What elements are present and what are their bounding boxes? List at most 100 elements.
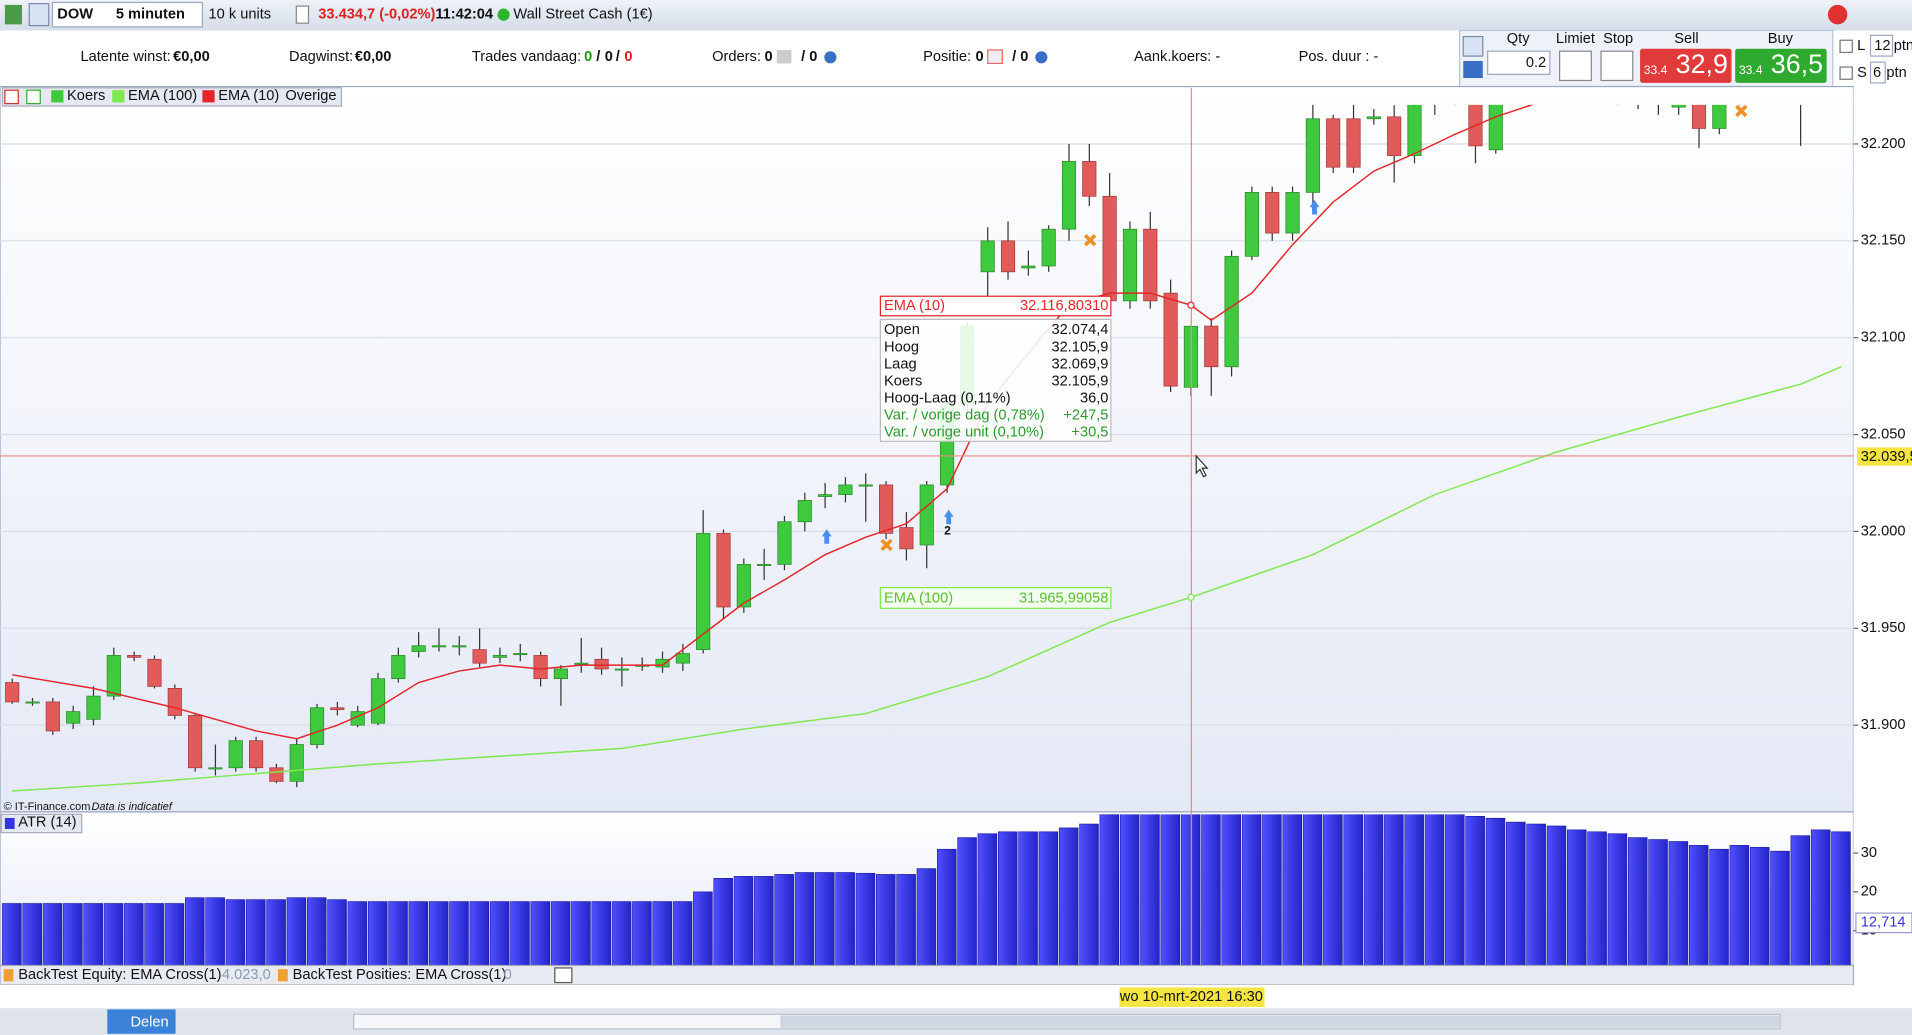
keypad[interactable] <box>1463 60 1483 79</box>
tooltip-label: Koers <box>884 373 922 389</box>
candle-body <box>1671 104 1686 108</box>
atr-bar <box>144 903 164 966</box>
orders: 0 <box>765 49 773 65</box>
crosshair-price: 32.039,5 <box>1861 449 1912 465</box>
x-axis <box>0 985 1854 1009</box>
copyright: © IT-Finance.com <box>4 801 91 813</box>
atr-legend <box>0 813 83 834</box>
limit-button[interactable] <box>1558 50 1592 82</box>
atr-bar <box>449 901 469 966</box>
atr-bar <box>1709 848 1729 966</box>
candle-body <box>1143 228 1158 302</box>
atr-bar <box>510 901 530 966</box>
stop-button[interactable] <box>1600 50 1634 82</box>
y-tick-label: 32.050 <box>1861 426 1906 442</box>
sell-button[interactable] <box>1640 48 1732 83</box>
atr-bar <box>2 903 22 966</box>
atr-bar <box>124 903 144 966</box>
scroll-thumb[interactable] <box>780 1015 1781 1028</box>
settings[interactable] <box>1462 35 1484 57</box>
atr-bar <box>1648 839 1668 966</box>
icon[interactable] <box>987 49 1003 65</box>
tooltip-value: 32.105,9 <box>1051 339 1108 355</box>
atr-bar <box>774 874 794 966</box>
candle-body <box>757 563 772 566</box>
atr-bar <box>977 833 998 966</box>
ema-point <box>1187 593 1195 601</box>
atr-bar <box>408 901 429 966</box>
tooltip-label: Hoog-Laag (0,11%) <box>884 391 1011 407</box>
atr-bar <box>1302 814 1323 966</box>
legend-swatch <box>51 90 64 103</box>
tooltip-label: Open <box>884 322 920 338</box>
instrument: Wall Street Cash (1€) <box>513 6 652 22</box>
s-value: 6 <box>1873 65 1881 81</box>
legend-label[interactable]: Koers <box>67 88 105 104</box>
legend-label[interactable]: EMA (100) <box>128 88 197 104</box>
sell-label: Sell <box>1674 31 1698 47</box>
symbol-select[interactable] <box>51 1 204 28</box>
icon[interactable] <box>776 49 792 64</box>
checkbox[interactable] <box>1839 66 1853 80</box>
interval[interactable]: 5 minuten <box>116 6 185 22</box>
disclaimer: Data is indicatief <box>91 801 172 813</box>
candle-body <box>127 655 142 658</box>
icon[interactable] <box>824 51 837 64</box>
candle-body <box>594 658 609 670</box>
candle-body <box>106 655 121 697</box>
tooltip-value: +247,5 <box>1063 408 1108 424</box>
toolbar <box>0 0 1912 31</box>
icon[interactable] <box>1035 51 1048 64</box>
orders: / 0 <box>801 49 817 65</box>
atr-bar <box>1587 831 1607 966</box>
buy-button[interactable] <box>1735 48 1827 83</box>
icon[interactable] <box>554 967 573 984</box>
atr-label[interactable]: ATR (14) <box>18 815 76 831</box>
checkbox[interactable] <box>1839 39 1853 54</box>
candle-body <box>228 740 243 769</box>
crosshair-atr-box <box>1855 912 1912 934</box>
atr-bar <box>306 897 327 966</box>
crosshair-date-box <box>1119 987 1265 1007</box>
atr-bar <box>1627 837 1648 966</box>
buy-prefix: 33.4 <box>1739 63 1763 77</box>
qty-input[interactable] <box>1487 50 1551 75</box>
atr-bar <box>713 877 733 966</box>
share-button[interactable] <box>107 1009 176 1034</box>
candle-body <box>1366 116 1381 120</box>
s-input[interactable] <box>1869 61 1886 84</box>
s-unit: ptn <box>1886 65 1906 81</box>
candle-body <box>370 678 386 724</box>
candle-body <box>1387 116 1402 156</box>
atr-bar <box>571 901 591 966</box>
candle-body <box>1021 265 1036 269</box>
atr-bar <box>1119 814 1140 966</box>
backtest-positions-label[interactable]: BackTest Posities: EMA Cross(1) <box>293 967 507 983</box>
atr-bar <box>1180 814 1201 966</box>
icon <box>28 3 50 27</box>
atr-bar <box>611 901 632 966</box>
units[interactable]: 10 k units <box>209 6 272 22</box>
day: €0,00 <box>355 49 392 65</box>
marker-count: 2 <box>944 524 951 538</box>
candle-body <box>879 484 894 534</box>
atr-bar <box>1384 814 1404 966</box>
y-tick-label: 32.150 <box>1861 233 1906 249</box>
legend-label[interactable]: EMA (10) <box>218 88 279 104</box>
y-tick-label: 20 <box>1861 884 1877 900</box>
l-input[interactable] <box>1869 34 1894 57</box>
atr-bar <box>896 874 916 966</box>
info-icon[interactable] <box>295 5 310 24</box>
icon[interactable] <box>4 89 19 105</box>
candle-body <box>1061 161 1077 230</box>
candle-body <box>1305 118 1320 193</box>
legend-label[interactable]: Overige <box>285 88 336 104</box>
backtest-equity-label[interactable]: BackTest Equity: EMA Cross(1) <box>18 967 221 983</box>
crosshair-atr: 12,714 <box>1861 915 1906 931</box>
atr-bar <box>936 848 957 966</box>
atr-bar <box>388 901 408 966</box>
icon[interactable] <box>26 89 41 105</box>
refresh[interactable] <box>1827 4 1848 25</box>
atr-bar <box>1485 817 1506 966</box>
